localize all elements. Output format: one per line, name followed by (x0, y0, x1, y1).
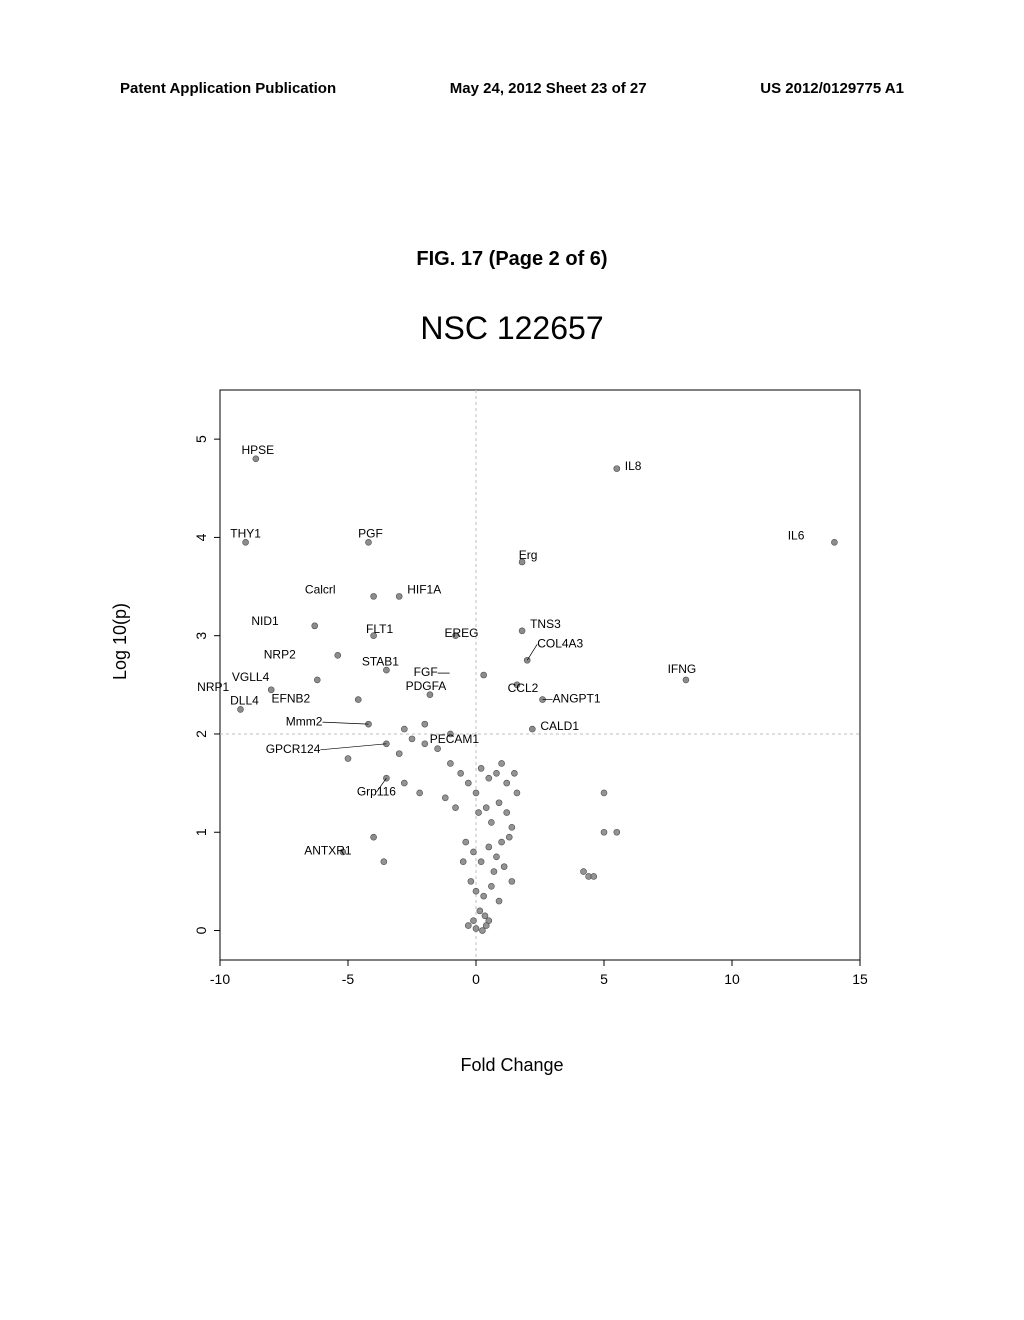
svg-text:CALD1: CALD1 (540, 719, 579, 733)
svg-text:THY1: THY1 (230, 526, 261, 540)
svg-text:NRP2: NRP2 (264, 648, 296, 662)
svg-text:2: 2 (193, 730, 209, 738)
svg-text:3: 3 (193, 632, 209, 640)
header-left: Patent Application Publication (120, 80, 336, 97)
svg-text:ANTXR1: ANTXR1 (304, 843, 352, 857)
svg-text:PECAM1: PECAM1 (430, 732, 480, 746)
svg-text:TNS3: TNS3 (530, 617, 561, 631)
svg-text:NID1: NID1 (251, 614, 279, 628)
chart-title: NSC 122657 (0, 310, 1024, 347)
svg-text:VGLL4: VGLL4 (232, 670, 270, 684)
svg-text:0: 0 (472, 971, 480, 987)
svg-text:15: 15 (852, 971, 868, 987)
svg-text:CCL2: CCL2 (508, 681, 539, 695)
svg-text:PGF: PGF (358, 526, 383, 540)
svg-text:STAB1: STAB1 (362, 654, 399, 668)
svg-text:IL6: IL6 (788, 528, 805, 542)
svg-text:-5: -5 (342, 971, 355, 987)
page: Patent Application Publication May 24, 2… (0, 0, 1024, 1320)
svg-text:10: 10 (724, 971, 740, 987)
svg-text:-10: -10 (210, 971, 230, 987)
y-axis-label: Log 10(p) (110, 603, 131, 680)
svg-text:GPCR124: GPCR124 (266, 742, 321, 756)
svg-text:NRP1: NRP1 (197, 680, 229, 694)
svg-text:5: 5 (600, 971, 608, 987)
svg-text:EFNB2: EFNB2 (272, 692, 311, 706)
svg-text:COL4A3: COL4A3 (537, 636, 583, 650)
header-right: US 2012/0129775 A1 (760, 80, 904, 97)
svg-text:DLL4: DLL4 (230, 694, 259, 708)
svg-text:4: 4 (193, 533, 209, 541)
volcano-plot: -10 -5 0 5 10 15 0 1 2 3 4 5 HPSE IL8 THY1 PGF Erg IL6 Cal… (160, 380, 880, 1020)
x-axis-label: Fold Change (0, 1055, 1024, 1076)
svg-text:1: 1 (193, 828, 209, 836)
svg-text:FLT1: FLT1 (366, 622, 393, 636)
svg-text:ANGPT1: ANGPT1 (553, 692, 601, 706)
header-center: May 24, 2012 Sheet 23 of 27 (450, 80, 647, 97)
svg-text:PDGFA: PDGFA (406, 679, 447, 693)
page-header: Patent Application Publication May 24, 2… (120, 80, 904, 97)
svg-text:HIF1A: HIF1A (407, 583, 441, 597)
svg-text:Calcrl: Calcrl (305, 583, 336, 597)
svg-text:EREG: EREG (445, 626, 479, 640)
svg-text:5: 5 (193, 435, 209, 443)
svg-text:0: 0 (193, 926, 209, 934)
svg-text:Grp116: Grp116 (357, 784, 396, 798)
svg-text:Mmm2: Mmm2 (286, 714, 323, 728)
svg-text:IFNG: IFNG (668, 662, 697, 676)
figure-caption: FIG. 17 (Page 2 of 6) (0, 248, 1024, 271)
svg-text:FGF—: FGF— (414, 665, 450, 679)
chart-area: -10 -5 0 5 10 15 0 1 2 3 4 5 HPSE IL8 THY1 PGF Erg IL6 Cal… (160, 380, 880, 1020)
svg-text:Erg: Erg (519, 548, 538, 562)
svg-text:HPSE: HPSE (241, 443, 274, 457)
svg-text:IL8: IL8 (625, 459, 642, 473)
